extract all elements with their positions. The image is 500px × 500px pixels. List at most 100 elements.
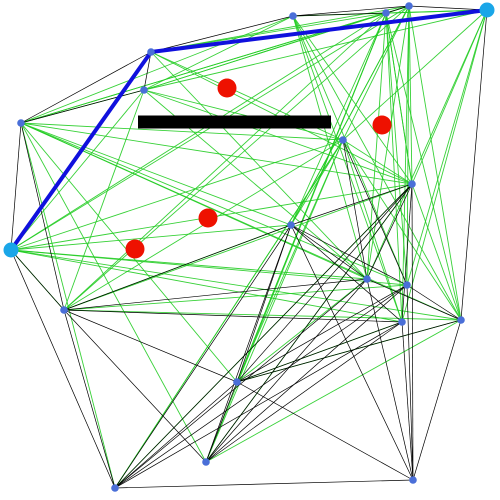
red-obstacles [125, 78, 392, 259]
red-obstacle [217, 78, 237, 98]
green-edge [20, 122, 344, 141]
graph-node [457, 316, 465, 324]
green-edge [10, 89, 145, 251]
black-edge [205, 278, 368, 463]
black-edge [114, 278, 368, 489]
black-edge [114, 284, 408, 489]
green-edge [292, 15, 462, 321]
green-edge [20, 5, 410, 124]
green-edge [20, 122, 413, 185]
path-endpoints [3, 2, 495, 258]
endpoint-node [479, 2, 495, 18]
green-edge [292, 15, 368, 280]
black-edge [236, 319, 462, 383]
black-edge [114, 183, 413, 489]
black-edge [385, 5, 410, 14]
black-edge [366, 278, 462, 321]
green-edge [342, 139, 462, 321]
green-edge [401, 9, 488, 323]
green-edge [10, 12, 387, 251]
black-edge [114, 321, 403, 489]
green-edge [205, 139, 344, 463]
graph-node [363, 275, 371, 283]
green-edge [20, 122, 292, 226]
black-edge [366, 183, 413, 280]
black-edge [63, 224, 292, 311]
black-edge [205, 321, 403, 463]
black-edge [236, 224, 292, 383]
green-edge [290, 139, 344, 226]
black-edge [406, 284, 462, 321]
black-edge [236, 381, 414, 481]
green-edge [406, 9, 488, 286]
black-edge [292, 12, 387, 17]
black-edge [10, 249, 116, 489]
black-edge [342, 139, 368, 280]
black-edge [236, 321, 403, 383]
black-edge [114, 479, 414, 489]
green-edge [408, 5, 462, 321]
green-edge [366, 5, 410, 280]
black-edge [401, 183, 413, 323]
black-edge [401, 321, 414, 481]
graph-node [60, 306, 68, 314]
green-edge [385, 12, 462, 321]
graph-node [147, 48, 155, 56]
black-edge [412, 319, 462, 481]
black-edge [408, 5, 488, 11]
green-edge [342, 9, 488, 141]
green-edge [411, 183, 462, 321]
black-edge [114, 224, 292, 489]
green-edge [114, 139, 344, 489]
green-edge [63, 12, 387, 311]
green-edge [366, 12, 387, 280]
green-edge [401, 5, 410, 323]
green-edge [143, 89, 344, 141]
black-edge [20, 89, 145, 124]
red-obstacle [125, 239, 145, 259]
black-edge [114, 381, 238, 489]
green-edge [143, 9, 488, 91]
green-edge [20, 122, 462, 321]
black-edge [460, 9, 488, 321]
green-edge [63, 5, 410, 311]
green-edge [236, 12, 387, 383]
black-edges [10, 5, 488, 489]
green-edge [10, 139, 344, 251]
graph-node [405, 2, 413, 10]
graph-node [140, 86, 148, 94]
green-edge [236, 278, 368, 383]
red-obstacle [372, 115, 392, 135]
black-edge [150, 15, 294, 53]
graph-node [233, 378, 241, 386]
green-edge [290, 12, 387, 226]
green-edge [385, 12, 403, 323]
graph-node [202, 458, 210, 466]
black-edge [205, 381, 238, 463]
green-edge [150, 51, 368, 280]
graph-node [398, 318, 406, 326]
green-edge [292, 15, 403, 323]
green-edge [10, 224, 292, 251]
black-edge [342, 139, 408, 286]
black-edge [10, 249, 65, 311]
graph-node [289, 12, 297, 20]
black-edge [63, 309, 403, 323]
green-edge [342, 139, 413, 185]
black-edge [411, 183, 414, 481]
green-edge [143, 89, 413, 185]
graph-node [287, 221, 295, 229]
black-edge [290, 224, 414, 481]
black-edge [20, 122, 65, 311]
black-edge [20, 51, 152, 124]
black-edge [366, 278, 414, 481]
green-edge [205, 319, 462, 463]
graph-node [111, 484, 119, 492]
green-edge [342, 5, 410, 141]
graph-node [382, 9, 390, 17]
graph-node [403, 281, 411, 289]
green-edge [408, 5, 413, 185]
black-edge [63, 309, 207, 463]
